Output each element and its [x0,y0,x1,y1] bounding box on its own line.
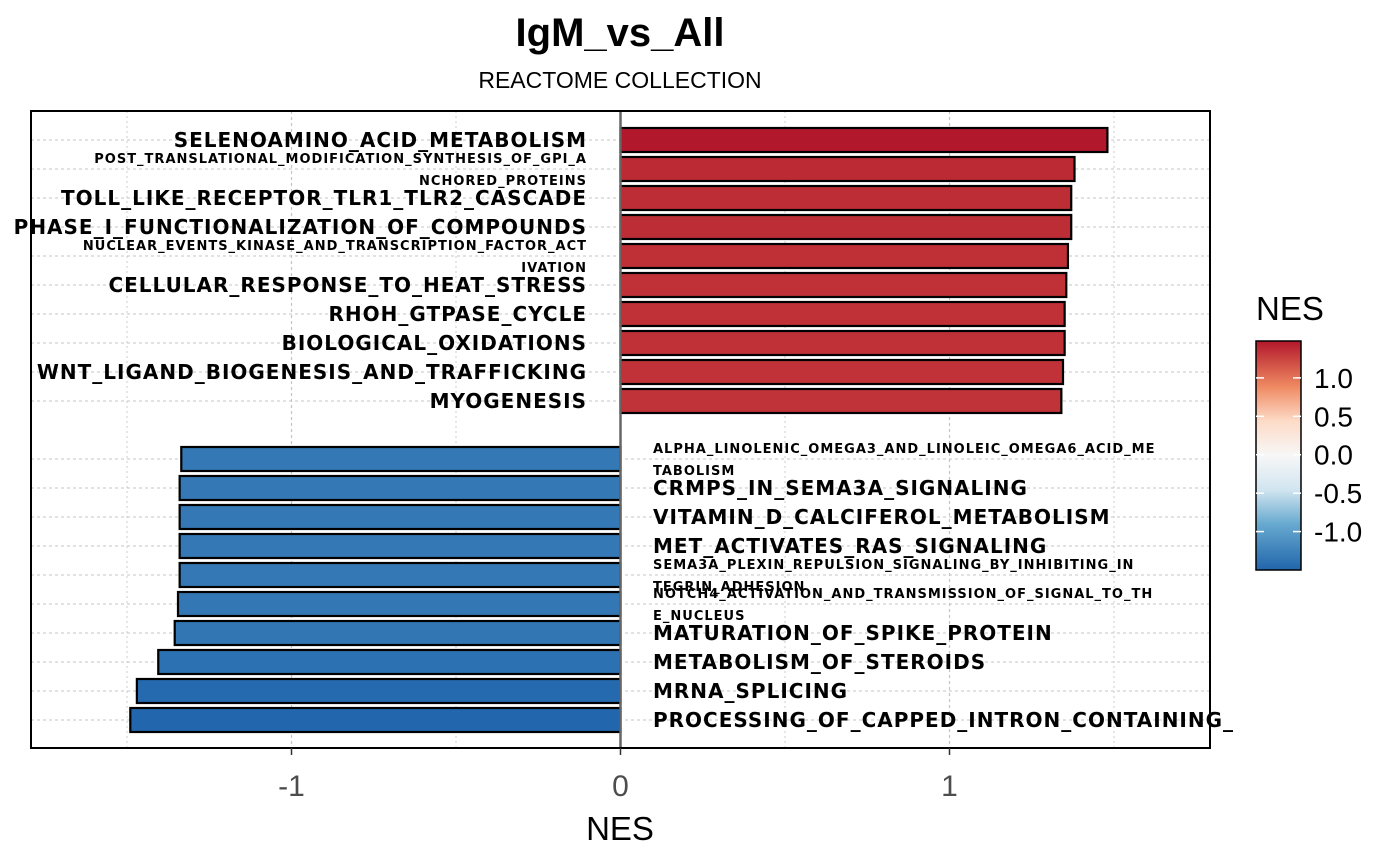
bar [157,648,622,676]
bar-label: BIOLOGICAL_OXIDATIONS [282,331,587,355]
bar-label: PHASE_I_FUNCTIONALIZATION_OF_COMPOUNDS [14,215,587,239]
bar-label: MET_ACTIVATES_RAS_SIGNALING [653,534,1047,558]
bar-label: NUCLEAR_EVENTS_KINASE_AND_TRANSCRIPTION_… [83,239,587,276]
legend-tick-label: -0.5 [1314,478,1362,509]
x-tick-label: -1 [278,770,305,803]
bar [129,706,622,734]
legend-tick-label: 0.0 [1314,440,1353,471]
bar [619,213,1073,241]
legend-tick-label: 1.0 [1314,363,1353,394]
x-axis-title: NES [586,810,654,847]
bar [619,329,1066,357]
bar-label: PROCESSING_OF_CAPPED_INTRON_CONTAINING_ [653,708,1234,732]
bar [619,300,1066,328]
legend-colorbar [1255,340,1302,571]
plot-area: SELENOAMINO_ACID_METABOLISMPOST_TRANSLAT… [14,110,1234,803]
bar [619,155,1076,183]
bar-label: SEMA3A_PLEXIN_REPULSION_SIGNALING_BY_INH… [653,558,1134,595]
bar [173,619,622,647]
x-tick-label: 1 [941,770,958,803]
bar [176,590,622,618]
bar-label: MATURATION_OF_SPIKE_PROTEIN [653,621,1053,645]
chart-subtitle: REACTOME COLLECTION [478,67,761,93]
bar [178,503,622,531]
chart-title: IgM_vs_All [516,11,725,55]
bar [619,242,1070,270]
bar [619,358,1065,386]
legend-tick-label: 0.5 [1314,401,1353,432]
bar-label: NOTCH4_ACTIVATION_AND_TRANSMISSION_OF_SI… [653,587,1153,624]
bar [619,184,1073,212]
bar-label: MRNA_SPLICING [653,679,848,703]
legend-tick-label: -1.0 [1314,517,1362,548]
bar-label: CRMPS_IN_SEMA3A_SIGNALING [653,476,1028,500]
bar [619,126,1109,154]
bar [619,387,1063,415]
x-tick-label: 0 [612,770,629,803]
bar-label: RHOH_GTPASE_CYCLE [329,302,587,326]
bar [178,474,622,502]
bar-label: ALPHA_LINOLENIC_OMEGA3_AND_LINOLEIC_OMEG… [653,442,1155,479]
bar-label: METABOLISM_OF_STEROIDS [653,650,986,674]
bar-label: MYOGENESIS [430,389,587,413]
bar-label: SELENOAMINO_ACID_METABOLISM [174,128,587,152]
bar [178,532,622,560]
bar [135,677,622,705]
bar [178,561,622,589]
bar [619,271,1068,299]
bar-label: POST_TRANSLATIONAL_MODIFICATION_SYNTHESI… [94,152,587,189]
bar [180,445,622,473]
bar-label: WNT_LIGAND_BIOGENESIS_AND_TRAFFICKING [37,360,587,384]
bar-label: TOLL_LIKE_RECEPTOR_TLR1_TLR2_CASCADE [61,186,587,210]
legend-title: NES [1256,290,1324,327]
bar-label: VITAMIN_D_CALCIFEROL_METABOLISM [653,505,1111,529]
color-legend: NES 1.0 0.5 0.0 -0.5 -1.0 [1255,290,1362,571]
bar-label: CELLULAR_RESPONSE_TO_HEAT_STRESS [108,273,587,297]
